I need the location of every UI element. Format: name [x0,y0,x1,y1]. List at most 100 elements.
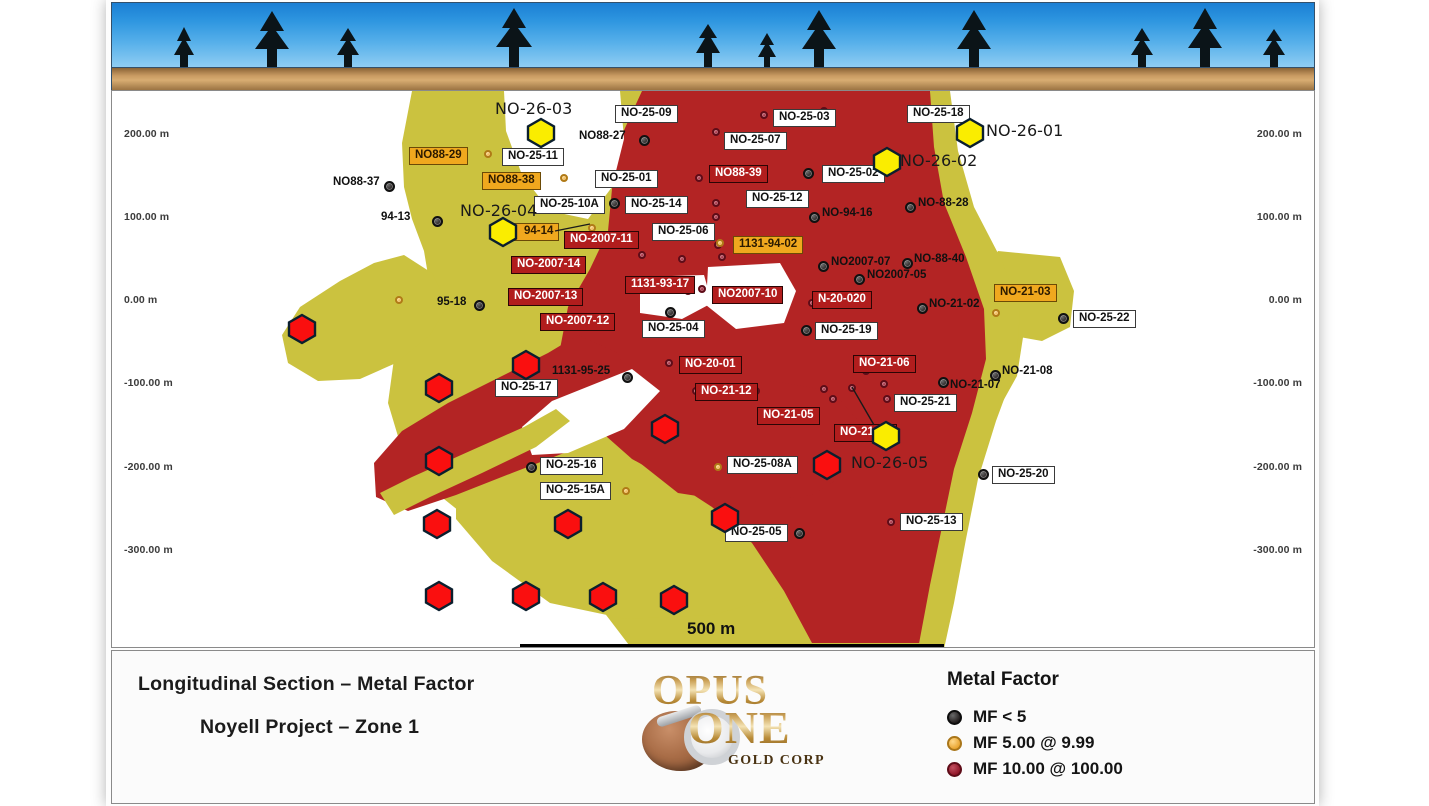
hole-box-label[interactable]: NO-25-07 [724,132,787,150]
hole-box-label[interactable]: NO-21-06 [853,355,916,373]
hole-box-label[interactable]: NO-20-01 [679,356,742,374]
planned-hole-hexagon-red[interactable] [423,445,455,477]
collar-dot[interactable] [609,198,620,209]
hole-box-label[interactable]: NO-25-14 [625,196,688,214]
collar-dot[interactable] [854,274,865,285]
collar-dot[interactable] [484,150,492,158]
collar-dot[interactable] [714,463,722,471]
hole-box-label[interactable]: NO-25-08A [727,456,798,474]
planned-hole-hexagon-red[interactable] [658,584,690,616]
hole-box-label[interactable]: NO-2007-12 [540,313,616,331]
collar-dot[interactable] [526,462,537,473]
collar-dot[interactable] [712,199,720,207]
collar-dot[interactable] [622,372,633,383]
hole-box-label[interactable]: N-20-020 [812,291,872,309]
hole-box-label[interactable]: NO-21-05 [757,407,820,425]
planned-hole-hexagon-red[interactable] [811,449,843,481]
planned-hole-hexagon-red[interactable] [587,581,619,613]
collar-dot[interactable] [938,377,949,388]
collar-dot[interactable] [809,212,820,223]
collar-dot[interactable] [917,303,928,314]
hole-box-label[interactable]: NO-25-13 [900,513,963,531]
planned-hole-hexagon-red[interactable] [421,508,453,540]
hole-box-label[interactable]: NO-25-01 [595,170,658,188]
collar-dot[interactable] [474,300,485,311]
hole-box-label[interactable]: NO-2007-14 [511,256,587,274]
collar-dot[interactable] [718,253,726,261]
collar-dot[interactable] [638,251,646,259]
hole-box-label[interactable]: NO-25-04 [642,320,705,338]
planned-hole-hexagon-red[interactable] [649,413,681,445]
hole-box-label[interactable]: NO-25-09 [615,105,678,123]
hole-box-label[interactable]: NO-21-03 [994,284,1057,302]
collar-dot[interactable] [698,285,706,293]
hole-box-label[interactable]: NO-25-19 [815,322,878,340]
collar-dot[interactable] [665,307,676,318]
hole-box-label[interactable]: NO-25-11 [502,148,564,166]
hole-box-label[interactable]: NO2007-10 [712,286,784,304]
collar-dot[interactable] [665,359,673,367]
collar-dot[interactable] [712,213,720,221]
collar-dot[interactable] [1058,313,1069,324]
collar-dot[interactable] [820,385,828,393]
hole-box-label[interactable]: NO-25-05 [725,524,788,542]
hole-box-label[interactable]: NO88-29 [409,147,468,165]
collar-dot[interactable] [990,370,1001,381]
collar-dot[interactable] [902,258,913,269]
hole-box-label[interactable]: NO-25-06 [652,223,715,241]
planned-hole-hexagon-yellow[interactable] [870,420,902,452]
collar-dot[interactable] [395,296,403,304]
planned-hole-hexagon-yellow[interactable] [487,216,519,248]
hole-box-label[interactable]: NO-25-12 [746,190,809,208]
hole-box-label[interactable]: NO-25-15A [540,482,611,500]
collar-dot[interactable] [622,487,630,495]
collar-dot[interactable] [978,469,989,480]
hole-box-label[interactable]: NO88-39 [709,165,768,183]
hole-box-label[interactable]: NO-25-10A [534,196,605,214]
planned-hole-hexagon-red[interactable] [423,372,455,404]
hole-box-label[interactable]: NO-25-16 [540,457,603,475]
collar-dot[interactable] [695,174,703,182]
hole-box-label[interactable]: NO-25-22 [1073,310,1136,328]
hole-box-label[interactable]: NO-2007-13 [508,288,584,306]
collar-dot[interactable] [432,216,443,227]
collar-dot[interactable] [760,111,768,119]
collar-dot[interactable] [880,380,888,388]
planned-hole-hexagon-red[interactable] [423,580,455,612]
hole-box-label[interactable]: NO-21-12 [695,383,758,401]
collar-dot[interactable] [639,135,650,146]
collar-dot[interactable] [678,255,686,263]
planned-hole-hexagon-red[interactable] [510,349,542,381]
collar-dot[interactable] [384,181,395,192]
collar-dot[interactable] [848,384,856,392]
hole-box-label[interactable]: 1131-93-17 [625,276,696,294]
hole-box-label[interactable]: NO-25-17 [495,379,558,397]
planned-hole-hexagon-red[interactable] [286,313,318,345]
planned-hole-hexagon-red[interactable] [709,502,741,534]
planned-hole-hexagon-red[interactable] [552,508,584,540]
hole-box-label[interactable]: NO-2007-11 [564,231,639,249]
collar-dot[interactable] [712,128,720,136]
collar-dot[interactable] [560,174,568,182]
planned-hole-hexagon-red[interactable] [510,580,542,612]
planned-hole-hexagon-yellow[interactable] [871,146,903,178]
planned-hole-hexagon-yellow[interactable] [525,117,557,149]
collar-dot[interactable] [801,325,812,336]
collar-dot[interactable] [829,395,837,403]
hole-box-label[interactable]: NO-25-20 [992,466,1055,484]
collar-dot[interactable] [716,239,724,247]
collar-dot[interactable] [818,261,829,272]
collar-dot[interactable] [992,309,1000,317]
hole-box-label[interactable]: NO-25-21 [894,394,957,412]
collar-dot[interactable] [905,202,916,213]
hole-box-label[interactable]: 94-14 [505,223,560,241]
collar-dot[interactable] [887,518,895,526]
hole-box-label[interactable]: NO-25-18 [907,105,970,123]
planned-hole-hexagon-yellow[interactable] [954,117,986,149]
collar-dot[interactable] [883,395,891,403]
collar-dot[interactable] [803,168,814,179]
hole-box-label[interactable]: NO-25-02 [822,165,885,183]
hole-box-label[interactable]: NO88-38 [482,172,541,190]
hole-box-label[interactable]: 1131-94-02 [733,236,804,254]
hole-box-label[interactable]: NO-25-03 [773,109,836,127]
